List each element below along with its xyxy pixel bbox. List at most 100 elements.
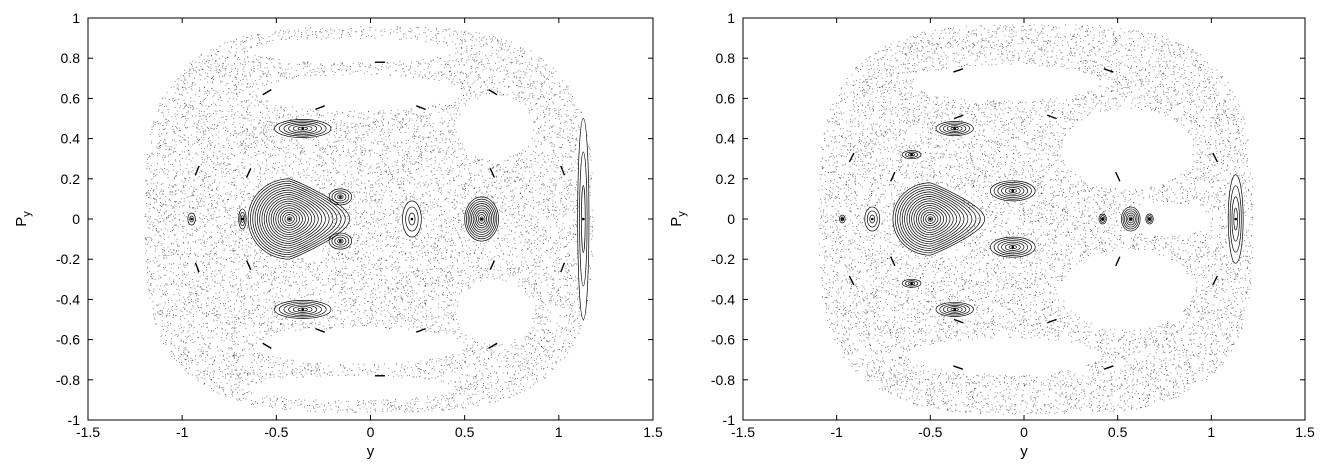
scatter-point	[186, 349, 188, 351]
scatter-point	[566, 100, 568, 102]
scatter-point	[194, 77, 195, 79]
scatter-point	[205, 281, 207, 283]
scatter-point	[530, 75, 532, 77]
scatter-point	[375, 319, 377, 321]
scatter-point	[233, 85, 235, 86]
scatter-point	[250, 39, 252, 41]
scatter-point	[495, 344, 497, 346]
scatter-point	[232, 272, 234, 274]
scatter-point	[444, 365, 445, 367]
scatter-point	[384, 316, 386, 318]
scatter-point	[190, 107, 192, 109]
scatter-point	[372, 236, 374, 238]
scatter-point	[255, 142, 256, 144]
scatter-point	[236, 48, 238, 50]
scatter-point	[434, 369, 436, 371]
scatter-point	[182, 81, 184, 83]
scatter-point	[181, 254, 183, 256]
scatter-point	[261, 276, 263, 277]
scatter-point	[518, 86, 520, 88]
scatter-point	[457, 232, 459, 234]
scatter-point	[552, 101, 553, 103]
scatter-point	[271, 284, 273, 286]
scatter-point	[195, 299, 197, 301]
scatter-point	[234, 303, 236, 305]
scatter-point	[204, 98, 206, 99]
scatter-point	[253, 262, 255, 263]
scatter-point	[371, 132, 373, 133]
scatter-point	[468, 286, 470, 288]
scatter-point	[363, 283, 365, 285]
scatter-point	[490, 195, 492, 197]
scatter-point	[264, 172, 266, 174]
scatter-point	[192, 170, 194, 172]
scatter-point	[468, 284, 469, 286]
scatter-point	[517, 177, 519, 178]
scatter-point	[196, 294, 198, 295]
scatter-point	[552, 125, 553, 127]
scatter-point	[189, 68, 191, 70]
scatter-point	[461, 280, 463, 281]
scatter-point	[378, 185, 380, 187]
scatter-point	[421, 229, 422, 230]
scatter-point	[247, 276, 249, 278]
scatter-point	[205, 344, 207, 345]
scatter-point	[157, 163, 159, 164]
scatter-point	[432, 122, 434, 124]
scatter-point	[520, 179, 522, 181]
scatter-point	[192, 189, 194, 191]
scatter-point	[470, 92, 472, 94]
scatter-point	[239, 189, 241, 191]
scatter-point	[225, 395, 227, 397]
scatter-point	[463, 95, 464, 96]
scatter-point	[459, 362, 460, 364]
scatter-point	[237, 288, 239, 289]
scatter-point	[403, 170, 405, 172]
scatter-point	[319, 156, 321, 158]
scatter-point	[419, 232, 421, 234]
scatter-point	[328, 371, 330, 373]
scatter-point	[151, 132, 153, 134]
scatter-point	[458, 222, 459, 223]
scatter-point	[462, 188, 464, 190]
scatter-point	[267, 126, 269, 128]
scatter-point	[521, 363, 523, 365]
scatter-point	[323, 404, 325, 406]
scatter-point	[219, 272, 221, 274]
scatter-point	[264, 178, 266, 180]
scatter-point	[531, 228, 533, 229]
scatter-point	[469, 98, 470, 100]
scatter-point	[348, 28, 350, 30]
scatter-point	[398, 409, 400, 410]
scatter-point	[376, 240, 378, 242]
scatter-point	[237, 254, 239, 255]
scatter-point	[442, 149, 444, 151]
scatter-point	[557, 289, 559, 291]
scatter-point	[390, 327, 392, 329]
scatter-point	[332, 159, 334, 161]
scatter-point	[304, 399, 306, 401]
scatter-point	[536, 283, 537, 284]
scatter-point	[365, 369, 366, 370]
scatter-point	[188, 271, 189, 273]
scatter-point	[401, 300, 403, 302]
scatter-point	[375, 121, 376, 122]
scatter-point	[253, 264, 255, 266]
scatter-point	[360, 38, 361, 39]
scatter-point	[392, 256, 393, 258]
scatter-point	[441, 364, 443, 366]
scatter-point	[154, 319, 156, 321]
scatter-point	[494, 203, 496, 205]
scatter-point	[335, 145, 337, 147]
scatter-point	[468, 179, 470, 181]
scatter-point	[577, 159, 578, 160]
scatter-point	[256, 96, 258, 98]
scatter-point	[486, 277, 488, 279]
scatter-point	[191, 228, 193, 230]
scatter-point	[229, 74, 231, 76]
scatter-point	[475, 161, 477, 163]
scatter-point	[217, 317, 219, 319]
scatter-point	[182, 114, 183, 116]
scatter-point	[532, 318, 534, 319]
scatter-point	[434, 377, 436, 379]
